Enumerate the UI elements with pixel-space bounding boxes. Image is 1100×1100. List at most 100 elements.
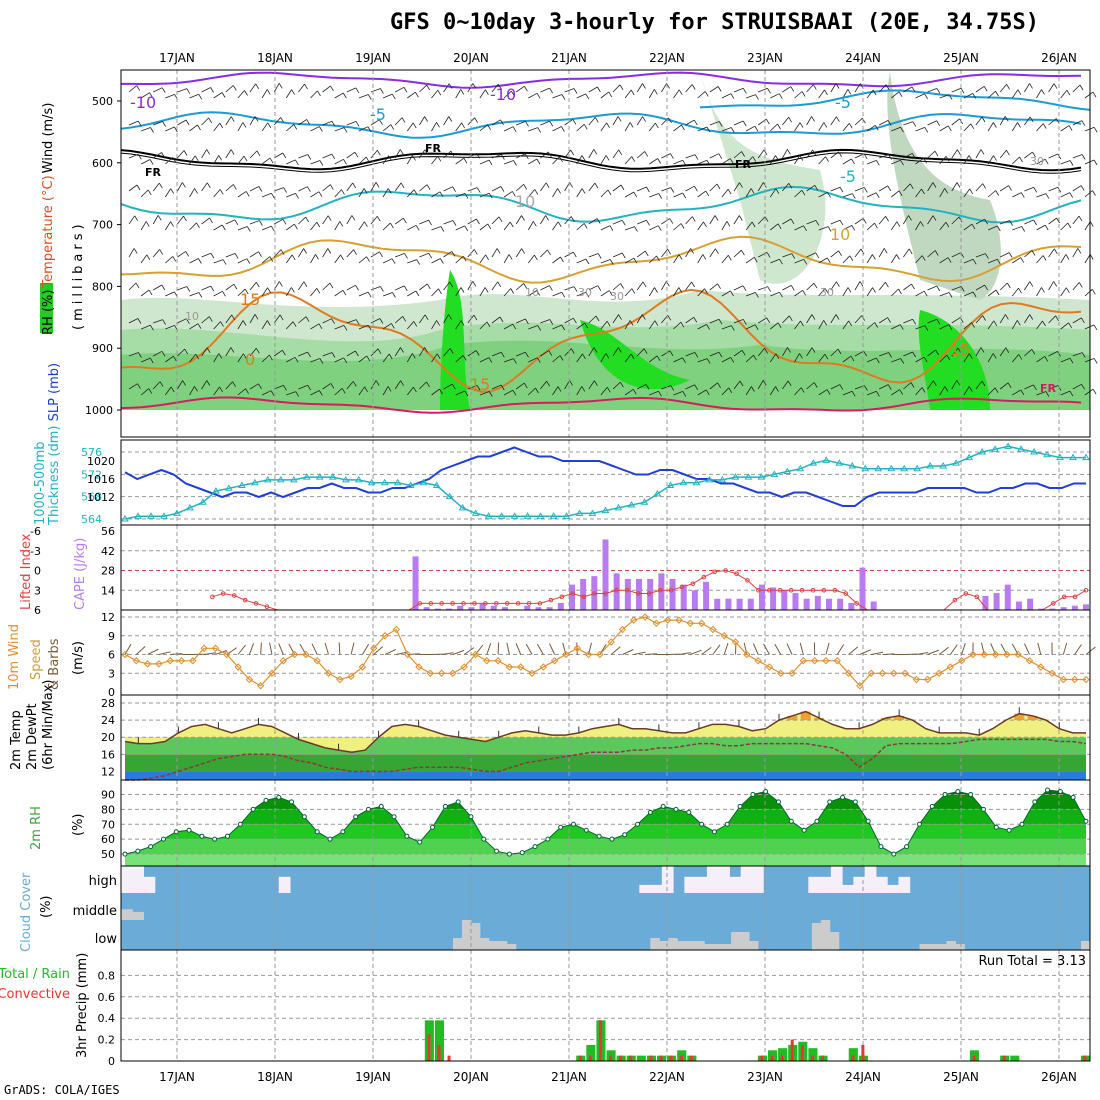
wind-barb <box>237 90 245 99</box>
wind-barb <box>709 86 719 93</box>
wind-barb <box>552 355 561 363</box>
wind-barb <box>540 319 550 324</box>
wind-barb <box>406 386 414 396</box>
wind-barb <box>346 215 353 225</box>
wind-marker <box>200 644 208 652</box>
wind-barb <box>630 89 635 96</box>
wind-barb <box>209 217 213 224</box>
wind-barb <box>697 389 707 396</box>
wind-barb <box>859 649 872 655</box>
wind-barb <box>1017 122 1021 128</box>
wind-barb <box>334 221 341 231</box>
wind-barb <box>891 324 901 330</box>
wind-barb <box>148 388 153 394</box>
wind-barb <box>1024 349 1033 357</box>
wind-barb <box>375 380 380 386</box>
wind-barb <box>787 149 791 155</box>
wind-barb <box>721 188 729 198</box>
wind-barb <box>282 152 287 159</box>
wind-barb <box>271 192 275 199</box>
wind-barb <box>975 85 985 93</box>
wind-barb <box>600 155 607 165</box>
rh-marker <box>237 821 243 827</box>
wind-barb <box>939 257 949 264</box>
wind-barb <box>1092 91 1097 98</box>
wind-barb <box>847 287 852 293</box>
wind-barb <box>754 125 759 132</box>
wind-barb <box>219 189 224 195</box>
isotherm-line <box>120 152 1082 174</box>
li-ylabel: Lifted Index <box>19 533 34 610</box>
wind-barb <box>866 254 873 264</box>
wind-barb <box>1072 215 1080 225</box>
wind-barb <box>177 318 187 324</box>
wind-barb <box>1048 83 1055 93</box>
thickness-marker <box>796 464 805 472</box>
wind-barb <box>588 149 595 159</box>
cape-bar <box>1038 608 1045 610</box>
wind-barb <box>358 126 369 132</box>
wind-barb <box>657 158 662 164</box>
wind-barb <box>910 382 915 388</box>
wind-barb <box>752 156 757 162</box>
wind-barb <box>726 221 731 227</box>
wind-barb <box>939 292 950 297</box>
rh-marker <box>980 806 986 812</box>
wind-barb <box>1044 356 1049 362</box>
wind-barb <box>407 91 416 99</box>
cape-bar <box>770 587 777 610</box>
wind-barb <box>387 188 392 194</box>
wind-barb <box>920 221 924 227</box>
wind-barb <box>128 85 137 93</box>
wind-barb <box>600 387 608 396</box>
wind-barb <box>951 182 958 192</box>
wind-barb <box>342 92 347 99</box>
wind-barb <box>667 315 672 321</box>
wind-barb <box>968 353 973 359</box>
cape-bar <box>412 556 419 610</box>
wind-barb <box>561 324 566 331</box>
rh-marker <box>1083 818 1089 824</box>
thickness-marker <box>510 512 519 519</box>
wind-barb <box>134 215 139 222</box>
wind-barb <box>346 249 354 258</box>
wind-barb <box>500 384 505 391</box>
wind-barb <box>145 221 150 227</box>
wind-barb <box>403 285 408 292</box>
wind-barb <box>201 117 209 126</box>
wind-barb <box>455 320 462 330</box>
wind-barb <box>431 226 442 231</box>
wind-barb <box>1031 349 1036 355</box>
wind-barb <box>249 186 260 192</box>
date-label-bottom: 22JAN <box>649 1070 685 1084</box>
precip-bar-convective <box>598 1020 602 1061</box>
wind-barb <box>975 183 983 192</box>
wind-barb <box>491 84 499 93</box>
wind-marker <box>313 657 321 665</box>
wind-barb <box>968 386 973 392</box>
wind-barb <box>1020 389 1025 396</box>
thickness-marker <box>160 512 168 519</box>
wind-barb <box>426 84 431 91</box>
wind-barb <box>818 89 825 99</box>
wind-barb <box>891 190 900 198</box>
wind-barb <box>376 216 381 222</box>
wind-barb <box>415 225 420 231</box>
wind-barb <box>450 150 455 157</box>
wind-barb <box>135 646 146 655</box>
wind-barb <box>500 186 505 192</box>
wind-barb <box>854 187 865 192</box>
wind-barb <box>298 154 308 159</box>
wind-marker <box>573 644 581 652</box>
wind-barb <box>636 250 646 258</box>
wind-barb <box>823 122 828 128</box>
wind-barb <box>249 251 259 258</box>
wind-barb <box>815 220 820 226</box>
wind-barb <box>718 351 723 358</box>
wind-barb <box>866 322 875 330</box>
rh-marker <box>1019 821 1025 827</box>
thickness-marker <box>445 492 454 500</box>
li-marker <box>461 601 466 606</box>
wind-barb <box>510 288 515 294</box>
wind-barb <box>751 386 755 392</box>
